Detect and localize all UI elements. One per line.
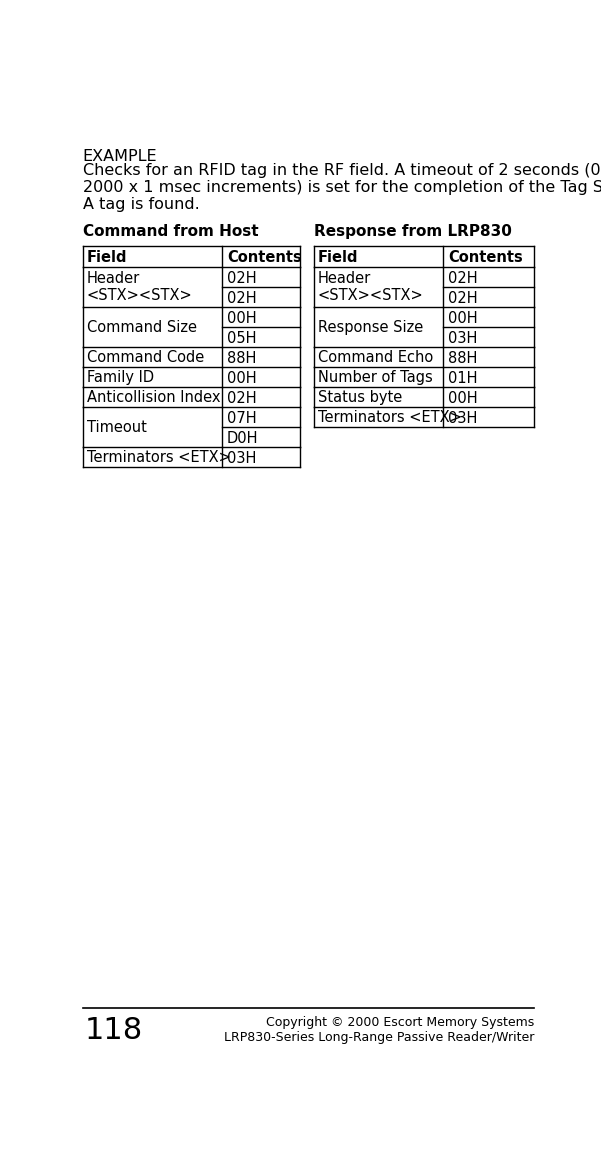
Text: 88H: 88H [448,351,477,366]
Text: Copyright © 2000 Escort Memory Systems
LRP830-Series Long-Range Passive Reader/W: Copyright © 2000 Escort Memory Systems L… [224,1016,534,1043]
Text: Family ID: Family ID [87,370,154,385]
Text: 00H: 00H [448,392,478,407]
Text: 02H: 02H [227,392,257,407]
Text: Command from Host: Command from Host [83,224,258,239]
Text: D0H: D0H [227,431,258,446]
Text: 00H: 00H [448,311,478,327]
Text: Header
<STX><STX>: Header <STX><STX> [318,271,424,303]
Text: 02H: 02H [227,271,257,286]
Text: Command Code: Command Code [87,350,204,365]
Text: 88H: 88H [227,351,257,366]
Text: Contents: Contents [227,250,302,265]
Text: Header
<STX><STX>: Header <STX><STX> [87,271,192,303]
Text: 00H: 00H [227,311,257,327]
Text: 02H: 02H [448,271,478,286]
Text: 118: 118 [84,1016,142,1045]
Text: Terminators <ETX>: Terminators <ETX> [87,450,231,465]
Text: Response from LRP830: Response from LRP830 [314,224,511,239]
Text: 01H: 01H [448,371,477,386]
Text: 03H: 03H [227,451,257,466]
Text: Anticollision Index: Anticollision Index [87,390,220,404]
Text: 02H: 02H [227,292,257,306]
Text: Field: Field [87,250,127,265]
Text: Status byte: Status byte [318,390,402,404]
Text: 00H: 00H [227,371,257,386]
Text: Response Size: Response Size [318,320,423,335]
Text: Command Echo: Command Echo [318,350,433,365]
Text: 03H: 03H [448,411,477,426]
Text: 03H: 03H [448,331,477,346]
Text: Field: Field [318,250,358,265]
Text: Checks for an RFID tag in the RF field. A timeout of 2 seconds (07D0H =
2000 x 1: Checks for an RFID tag in the RF field. … [83,163,601,213]
Text: EXAMPLE: EXAMPLE [83,150,157,165]
Text: Number of Tags: Number of Tags [318,370,433,385]
Text: 05H: 05H [227,331,257,346]
Text: Command Size: Command Size [87,320,197,335]
Text: Contents: Contents [448,250,523,265]
Text: Terminators <ETX>: Terminators <ETX> [318,410,462,425]
Text: Timeout: Timeout [87,419,147,435]
Text: 07H: 07H [227,411,257,426]
Text: 02H: 02H [448,292,478,306]
